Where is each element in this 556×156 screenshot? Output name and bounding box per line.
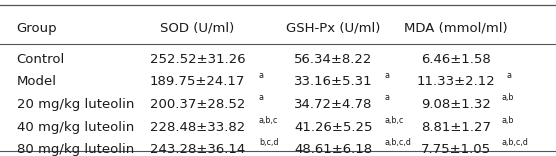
Text: Group: Group [17, 22, 57, 35]
Text: 34.72±4.78: 34.72±4.78 [295, 98, 373, 111]
Text: 41.26±5.25: 41.26±5.25 [294, 121, 373, 134]
Text: a,b,c: a,b,c [259, 116, 278, 125]
Text: a,b,c,d: a,b,c,d [384, 138, 411, 147]
Text: GSH-Px (U/ml): GSH-Px (U/ml) [286, 22, 381, 35]
Text: a: a [384, 71, 389, 80]
Text: a,b: a,b [501, 116, 514, 125]
Text: 228.48±33.82: 228.48±33.82 [150, 121, 245, 134]
Text: a: a [507, 71, 512, 80]
Text: 243.28±36.14: 243.28±36.14 [150, 143, 245, 156]
Text: Model: Model [17, 75, 57, 88]
Text: 6.46±1.58: 6.46±1.58 [421, 53, 491, 66]
Text: Control: Control [17, 53, 65, 66]
Text: a,b,c,d: a,b,c,d [501, 138, 528, 147]
Text: a,b,c: a,b,c [384, 116, 404, 125]
Text: a: a [384, 93, 389, 102]
Text: 200.37±28.52: 200.37±28.52 [150, 98, 245, 111]
Text: a: a [259, 71, 264, 80]
Text: 20 mg/kg luteolin: 20 mg/kg luteolin [17, 98, 134, 111]
Text: 40 mg/kg luteolin: 40 mg/kg luteolin [17, 121, 134, 134]
Text: 56.34±8.22: 56.34±8.22 [295, 53, 373, 66]
Text: 252.52±31.26: 252.52±31.26 [150, 53, 245, 66]
Text: 80 mg/kg luteolin: 80 mg/kg luteolin [17, 143, 134, 156]
Text: 7.75±1.05: 7.75±1.05 [421, 143, 491, 156]
Text: 33.16±5.31: 33.16±5.31 [294, 75, 373, 88]
Text: MDA (mmol/ml): MDA (mmol/ml) [404, 22, 508, 35]
Text: a: a [259, 93, 264, 102]
Text: SOD (U/ml): SOD (U/ml) [160, 22, 235, 35]
Text: 9.08±1.32: 9.08±1.32 [421, 98, 491, 111]
Text: 48.61±6.18: 48.61±6.18 [295, 143, 373, 156]
Text: 11.33±2.12: 11.33±2.12 [416, 75, 495, 88]
Text: a,b: a,b [501, 93, 514, 102]
Text: 189.75±24.17: 189.75±24.17 [150, 75, 245, 88]
Text: b,c,d: b,c,d [259, 138, 279, 147]
Text: 8.81±1.27: 8.81±1.27 [421, 121, 491, 134]
